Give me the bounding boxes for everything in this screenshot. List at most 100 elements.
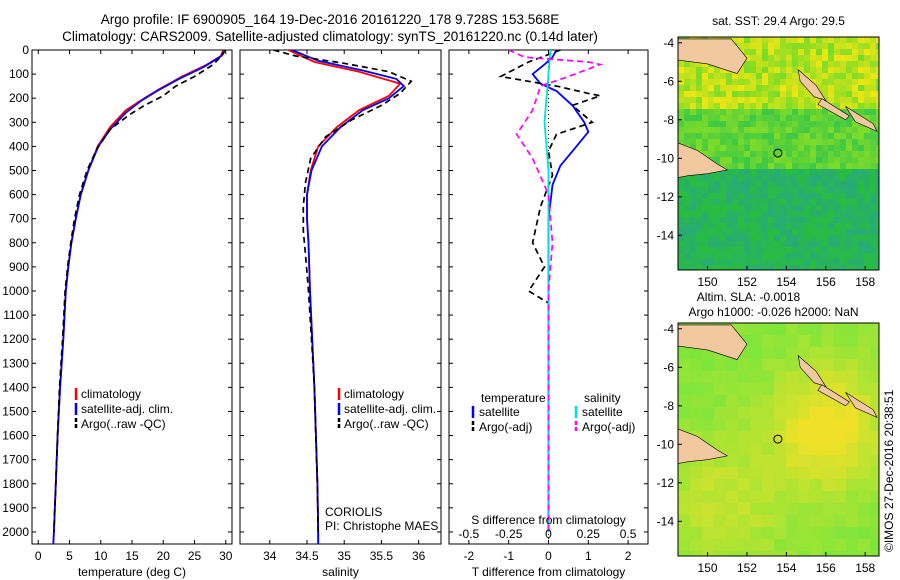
map-cell [750, 253, 757, 260]
map-cell [702, 205, 709, 212]
map-cell [780, 139, 787, 146]
map-cell [732, 235, 739, 242]
map-cell [834, 49, 841, 56]
map-cell [768, 43, 775, 50]
difference-profile-series [498, 50, 604, 532]
map-cell [816, 175, 823, 182]
map-cell [750, 265, 757, 270]
map-cell [756, 241, 763, 248]
map-cell [798, 151, 805, 158]
map-cell [846, 55, 853, 62]
map-cell [690, 503, 703, 516]
map-cell [690, 187, 697, 194]
map-cell [738, 193, 745, 200]
map-cell [750, 199, 757, 206]
map-cell [846, 419, 859, 432]
map-cell [840, 223, 847, 230]
map-cell [846, 61, 853, 68]
map-cell [690, 229, 697, 236]
map-cell [786, 467, 799, 480]
map-cell [840, 145, 847, 152]
map-cell [864, 163, 871, 170]
map-cell [780, 43, 787, 50]
map-cell [762, 181, 769, 188]
map-cell [792, 157, 799, 164]
x-tick-label-s: 0 [545, 527, 552, 541]
map-cell [822, 145, 829, 152]
map-cell [858, 151, 865, 158]
map-cell [684, 73, 691, 80]
map-cell [870, 217, 877, 224]
map-cell [786, 49, 793, 56]
map-cell [732, 241, 739, 248]
map-cell [822, 175, 829, 182]
map-cell [828, 97, 835, 104]
map-cell [774, 515, 787, 528]
map-cell [690, 253, 697, 260]
map-cell [858, 223, 865, 230]
map-cell [774, 211, 781, 218]
map-cell [864, 49, 871, 56]
map-cell [810, 527, 823, 540]
map-x-tick-label: 150 [698, 275, 718, 289]
map-cell [834, 455, 847, 468]
map-cell [708, 115, 715, 122]
map-cell [690, 127, 697, 134]
map-y-tick-label: -8 [663, 399, 674, 413]
map-cell [738, 67, 745, 74]
map-cell [744, 79, 751, 86]
map-cell [780, 187, 787, 194]
map-cell [822, 187, 829, 194]
map-cell [798, 443, 811, 456]
map-cell [876, 115, 879, 122]
map-cell [744, 85, 751, 92]
map-cell [738, 187, 745, 194]
map-cell [750, 443, 763, 456]
map-cell [798, 163, 805, 170]
map-cell [756, 253, 763, 260]
map-cell [798, 347, 811, 360]
map-cell [744, 49, 751, 56]
map-cell [870, 539, 879, 552]
x-tick-label: 15 [125, 549, 139, 563]
map-cell [738, 79, 745, 86]
map-cell [798, 265, 805, 270]
map-cell [786, 503, 799, 516]
map-cell [738, 443, 751, 456]
map-cell [678, 491, 691, 504]
legend-label: climatology [81, 387, 141, 401]
map-cell [678, 265, 685, 270]
map-cell [726, 133, 733, 140]
map-cell [870, 443, 879, 456]
map-cell [834, 479, 847, 492]
map-cell [702, 527, 715, 540]
map-cell [774, 265, 781, 270]
map-cell [846, 527, 859, 540]
map-cell [702, 109, 709, 116]
map-cell [804, 37, 811, 44]
map-cell [792, 181, 799, 188]
map-cell [834, 229, 841, 236]
map-cell [774, 175, 781, 182]
map-cell [786, 91, 793, 98]
map-cell [870, 479, 879, 492]
map-cell [744, 115, 751, 122]
map-cell [756, 175, 763, 182]
map-cell [756, 235, 763, 242]
map-cell [702, 491, 715, 504]
map-cell [864, 37, 871, 44]
map-cell [858, 259, 865, 266]
y-tick-label: 1700 [2, 453, 29, 467]
y-tick-label: 0 [22, 43, 29, 57]
map-cell [684, 259, 691, 266]
map-cell [702, 467, 715, 480]
solomon-island-shape [817, 384, 850, 407]
map-cell [774, 67, 781, 74]
map-cell [708, 151, 715, 158]
map-cell [774, 151, 781, 158]
map-cell [726, 419, 739, 432]
map-cell [726, 431, 739, 444]
map-cell [834, 371, 847, 384]
map-cell [732, 163, 739, 170]
map-cell [810, 211, 817, 218]
